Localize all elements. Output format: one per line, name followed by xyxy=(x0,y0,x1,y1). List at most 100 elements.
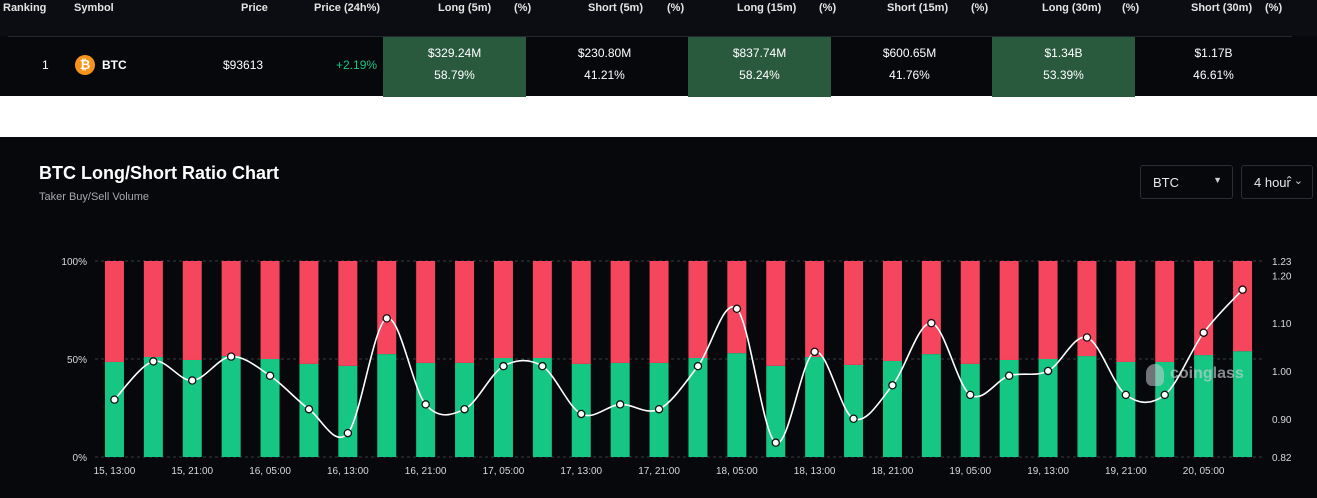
ratio-point[interactable] xyxy=(499,361,508,371)
ratio-point[interactable] xyxy=(1043,366,1053,376)
short-bar[interactable] xyxy=(338,261,358,366)
long-bar[interactable] xyxy=(1038,359,1058,457)
ratio-point[interactable] xyxy=(382,314,391,323)
short-bar[interactable] xyxy=(416,261,436,363)
ratio-point[interactable] xyxy=(1121,390,1131,400)
short-bar[interactable] xyxy=(805,261,825,358)
short-bar[interactable] xyxy=(1233,261,1253,352)
ratio-point[interactable] xyxy=(1004,371,1014,380)
short-bar[interactable] xyxy=(610,261,630,363)
ratio-point[interactable] xyxy=(732,304,742,314)
long-bar[interactable] xyxy=(727,353,747,457)
short-bar[interactable] xyxy=(1038,261,1058,359)
ratio-point[interactable] xyxy=(966,390,975,400)
short-bar[interactable] xyxy=(182,261,202,360)
long-bar[interactable] xyxy=(143,357,163,457)
header-pct-long-30m[interactable]: (%) xyxy=(1122,2,1140,14)
header-pct-short-5m[interactable]: (%) xyxy=(667,2,685,14)
short-bar[interactable] xyxy=(1155,261,1175,362)
ratio-point[interactable] xyxy=(927,318,936,328)
short-bar[interactable] xyxy=(844,261,864,365)
ratio-point[interactable] xyxy=(265,371,275,380)
long-bar[interactable] xyxy=(221,356,241,457)
ratio-point[interactable] xyxy=(577,409,586,419)
header-price-24h[interactable]: Price (24h%) xyxy=(314,2,381,14)
long-bar[interactable] xyxy=(1233,351,1253,457)
ratio-point[interactable] xyxy=(849,414,858,424)
header-pct-short-15m[interactable]: (%) xyxy=(971,2,989,14)
ratio-point[interactable] xyxy=(654,404,664,414)
header-ranking[interactable]: Ranking xyxy=(3,2,47,14)
short-bar[interactable] xyxy=(299,261,319,364)
ratio-point[interactable] xyxy=(615,400,625,409)
long-bar[interactable] xyxy=(1116,361,1136,457)
short-bar[interactable] xyxy=(649,261,669,363)
short-bar[interactable] xyxy=(571,261,591,364)
long-bar[interactable] xyxy=(844,364,864,457)
short-bar[interactable] xyxy=(999,261,1019,360)
header-pct-long-5m[interactable]: (%) xyxy=(514,2,532,14)
ratio-chart[interactable]: 0% 50% 100% 0.82 0.90 1.00 1.10 1.20 1.23 15, 13:… xyxy=(0,137,1317,498)
ratio-point[interactable] xyxy=(343,428,353,438)
ratio-point[interactable] xyxy=(460,404,469,414)
short-bar[interactable] xyxy=(143,261,163,358)
short-bar[interactable] xyxy=(960,261,980,364)
table-row[interactable]: 1 ₿ BTC $93613 +2.19% $329.24M 58.79% $2… xyxy=(8,36,1292,97)
header-short-5m[interactable]: Short (5m) xyxy=(588,2,643,14)
header-long-15m[interactable]: Long (15m) xyxy=(737,2,797,14)
short-bar[interactable] xyxy=(221,261,241,357)
long-bar[interactable] xyxy=(688,358,708,457)
ratio-point[interactable] xyxy=(187,376,197,385)
long-bar[interactable] xyxy=(260,359,280,457)
ratio-point[interactable] xyxy=(304,404,314,414)
ratio-point[interactable] xyxy=(771,438,781,447)
long-bar[interactable] xyxy=(104,361,124,457)
symbol-select[interactable]: BTC ▼ xyxy=(1140,165,1233,199)
long-bar[interactable] xyxy=(882,360,902,457)
short-bar[interactable] xyxy=(455,261,475,363)
ratio-point[interactable] xyxy=(693,361,703,371)
short-bar[interactable] xyxy=(532,261,552,359)
long-bar[interactable] xyxy=(921,354,941,457)
short-bar[interactable] xyxy=(921,261,941,355)
long-bar[interactable] xyxy=(999,359,1019,457)
long-bar[interactable] xyxy=(338,365,358,457)
header-short-30m[interactable]: Short (30m) xyxy=(1191,2,1253,14)
long-bar[interactable] xyxy=(182,359,202,457)
long-bar[interactable] xyxy=(1077,356,1097,457)
long-bar[interactable] xyxy=(610,362,630,457)
short-bar[interactable] xyxy=(766,261,786,366)
ratio-point[interactable] xyxy=(421,400,430,409)
ratio-point[interactable] xyxy=(1238,285,1247,294)
short-bar[interactable] xyxy=(688,261,708,359)
header-short-15m[interactable]: Short (15m) xyxy=(887,2,949,14)
short-bar[interactable] xyxy=(260,261,280,359)
symbol-value[interactable]: BTC xyxy=(102,58,127,72)
long-bar[interactable] xyxy=(377,354,397,457)
short-bar[interactable] xyxy=(377,261,397,355)
long-bar[interactable] xyxy=(493,358,513,457)
header-symbol[interactable]: Symbol xyxy=(74,2,114,14)
long-bar[interactable] xyxy=(1194,355,1214,457)
ratio-point[interactable] xyxy=(149,357,158,366)
ratio-point[interactable] xyxy=(538,361,547,371)
header-pct-short-30m[interactable]: (%) xyxy=(1265,2,1283,14)
ratio-point[interactable] xyxy=(888,381,897,390)
ratio-point[interactable] xyxy=(110,395,119,404)
long-bar[interactable] xyxy=(532,358,552,457)
ratio-point[interactable] xyxy=(1160,390,1170,400)
header-long-5m[interactable]: Long (5m) xyxy=(438,2,492,14)
short-bar[interactable] xyxy=(1194,261,1214,356)
ratio-point[interactable] xyxy=(1082,333,1092,342)
header-pct-long-15m[interactable]: (%) xyxy=(819,2,837,14)
long-bar[interactable] xyxy=(1155,361,1175,457)
ratio-point[interactable] xyxy=(810,347,819,357)
ratio-point[interactable] xyxy=(226,352,236,361)
header-price[interactable]: Price xyxy=(241,2,268,14)
short-bar[interactable] xyxy=(1077,261,1097,357)
long-bar[interactable] xyxy=(805,357,825,457)
interval-select[interactable]: 4 hour ⌃⌄ xyxy=(1241,165,1313,199)
short-bar[interactable] xyxy=(104,261,124,362)
long-bar[interactable] xyxy=(416,362,436,457)
short-bar[interactable] xyxy=(882,261,902,361)
